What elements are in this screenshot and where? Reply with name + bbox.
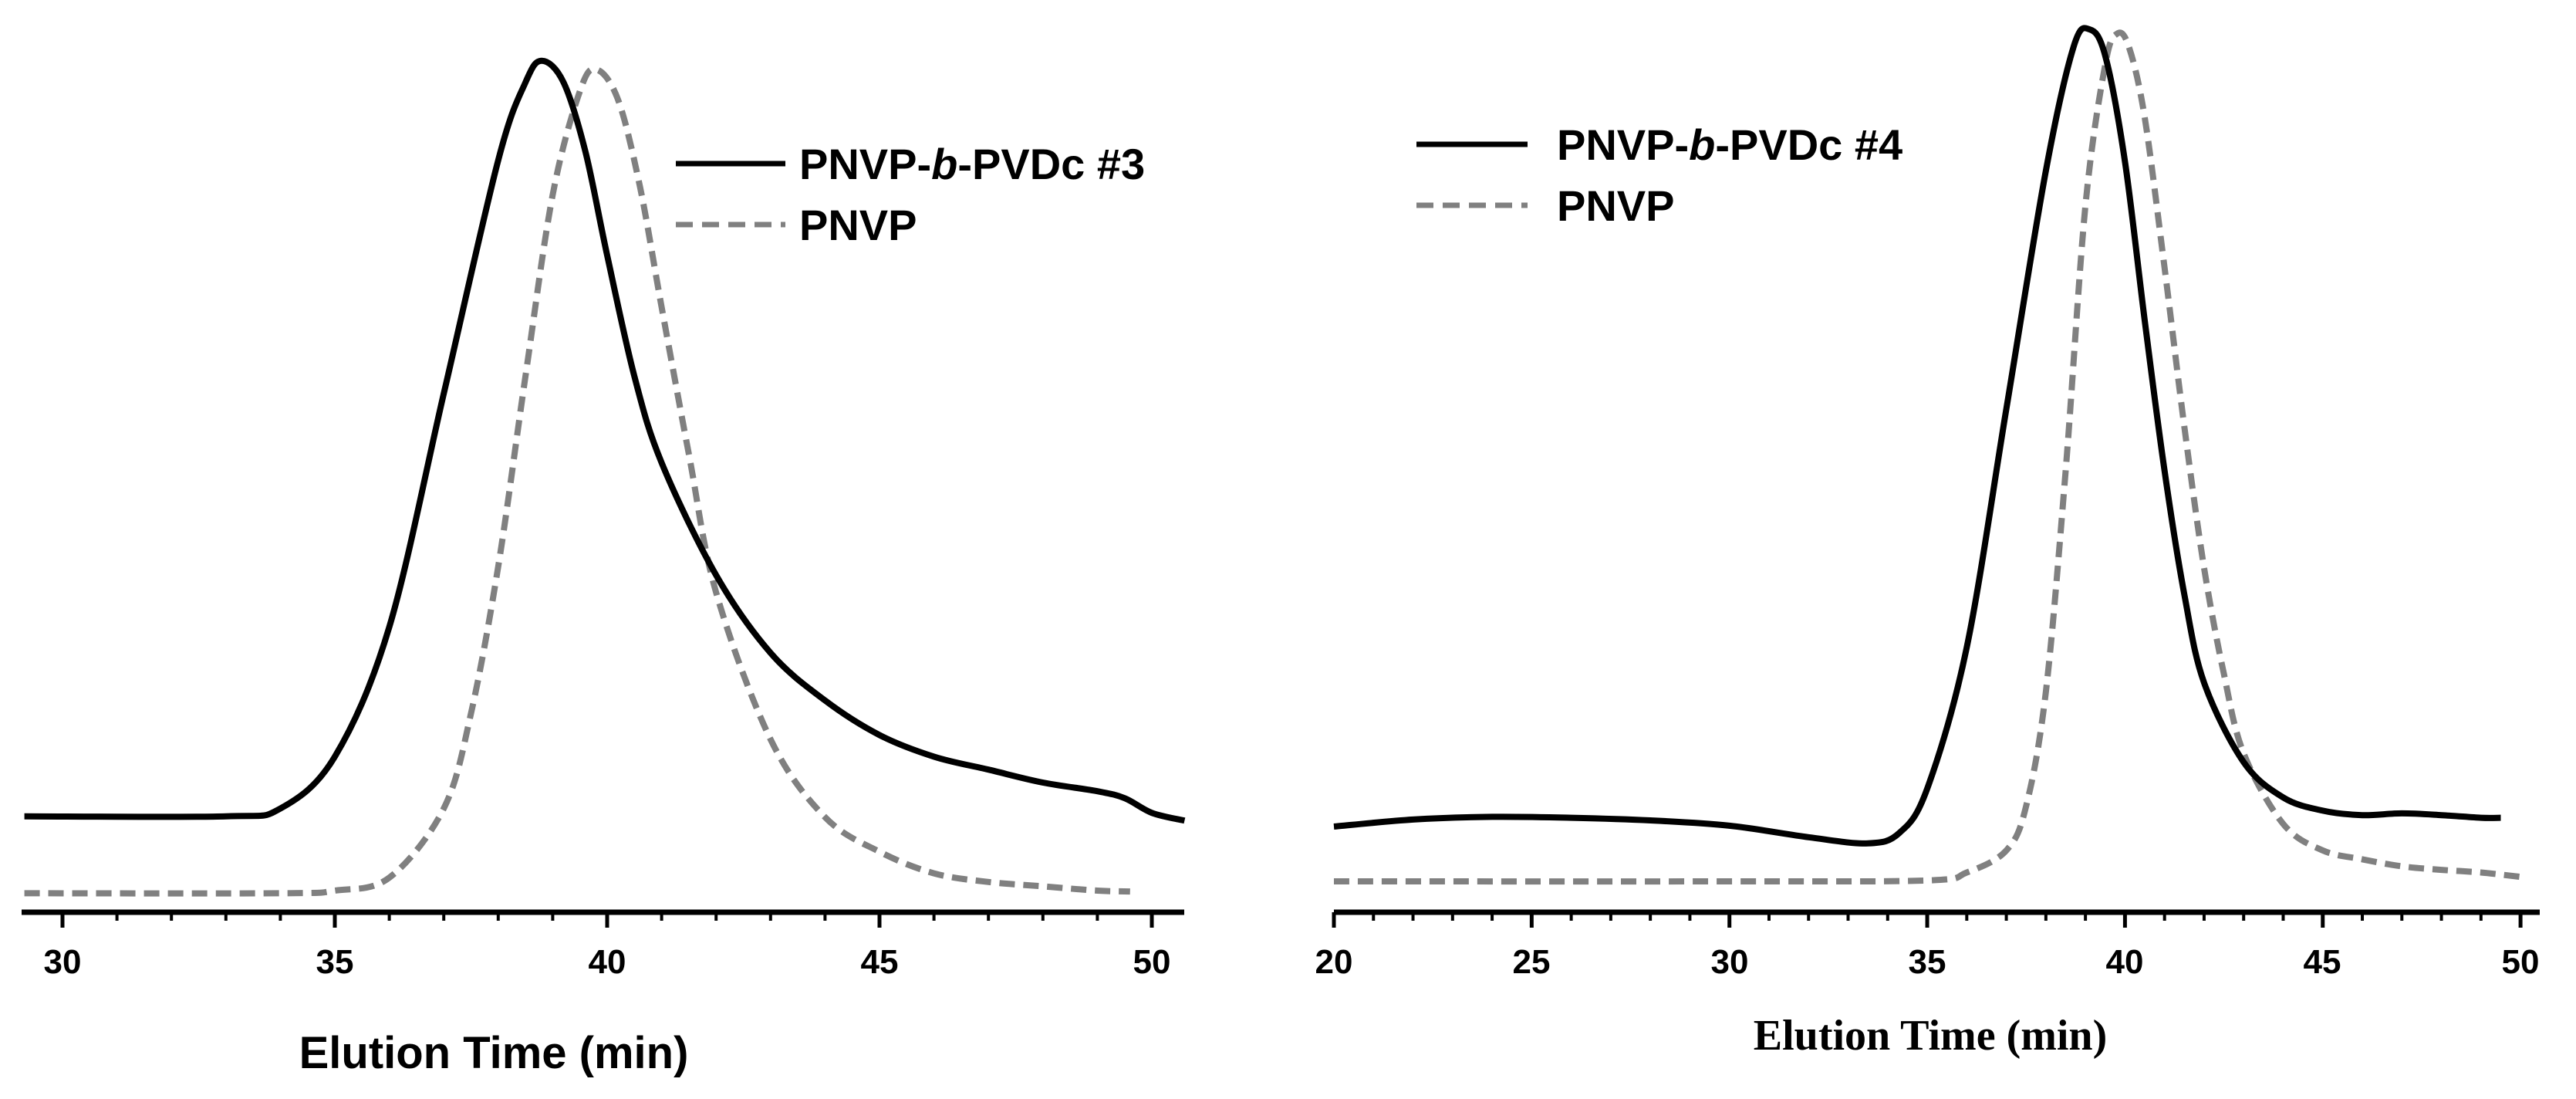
left-series-pnvp-line bbox=[24, 66, 1130, 897]
left-legend: PNVP-b-PVDc #3 PNVP bbox=[676, 140, 1145, 249]
left-legend-label-reference: PNVP bbox=[799, 201, 917, 249]
left-tick-label-40: 40 bbox=[589, 943, 626, 981]
left-tick-label-30: 30 bbox=[44, 943, 82, 981]
right-series-pnvp-line bbox=[1333, 29, 2521, 885]
right-plot-area bbox=[1333, 25, 2521, 885]
right-tick-label-40: 40 bbox=[2106, 943, 2144, 981]
right-tick-label-35: 35 bbox=[1909, 943, 1946, 981]
right-tick-label-50: 50 bbox=[2502, 943, 2540, 981]
left-x-axis-label: Elution Time (min) bbox=[299, 1028, 689, 1078]
chart-right: 20 25 30 35 40 45 50 Elution Time (min) … bbox=[1315, 25, 2540, 1060]
left-plot-area bbox=[24, 57, 1186, 897]
right-legend-label-sample: PNVP-b-PVDc #4 bbox=[1557, 120, 1902, 169]
right-tick-label-30: 30 bbox=[1711, 943, 1749, 981]
right-tick-label-20: 20 bbox=[1315, 943, 1353, 981]
right-tick-label-25: 25 bbox=[1513, 943, 1551, 981]
right-legend: PNVP-b-PVDc #4 PNVP bbox=[1416, 120, 1902, 230]
left-tick-label-35: 35 bbox=[316, 943, 354, 981]
left-tick-label-50: 50 bbox=[1133, 943, 1171, 981]
left-legend-label-sample: PNVP-b-PVDc #3 bbox=[799, 140, 1145, 188]
right-series-block-copolymer-line bbox=[1333, 25, 2501, 847]
left-series-block-copolymer-line bbox=[24, 57, 1186, 824]
right-tick-label-45: 45 bbox=[2304, 943, 2341, 981]
right-x-ticks bbox=[1332, 912, 2523, 928]
right-legend-label-reference: PNVP bbox=[1557, 181, 1675, 230]
left-x-ticks bbox=[60, 912, 1154, 928]
chart-left: 30 35 40 45 50 Elution Time (min) PNVP-b… bbox=[22, 57, 1186, 1078]
left-tick-label-45: 45 bbox=[861, 943, 899, 981]
right-x-axis-label: Elution Time (min) bbox=[1754, 1012, 2107, 1060]
